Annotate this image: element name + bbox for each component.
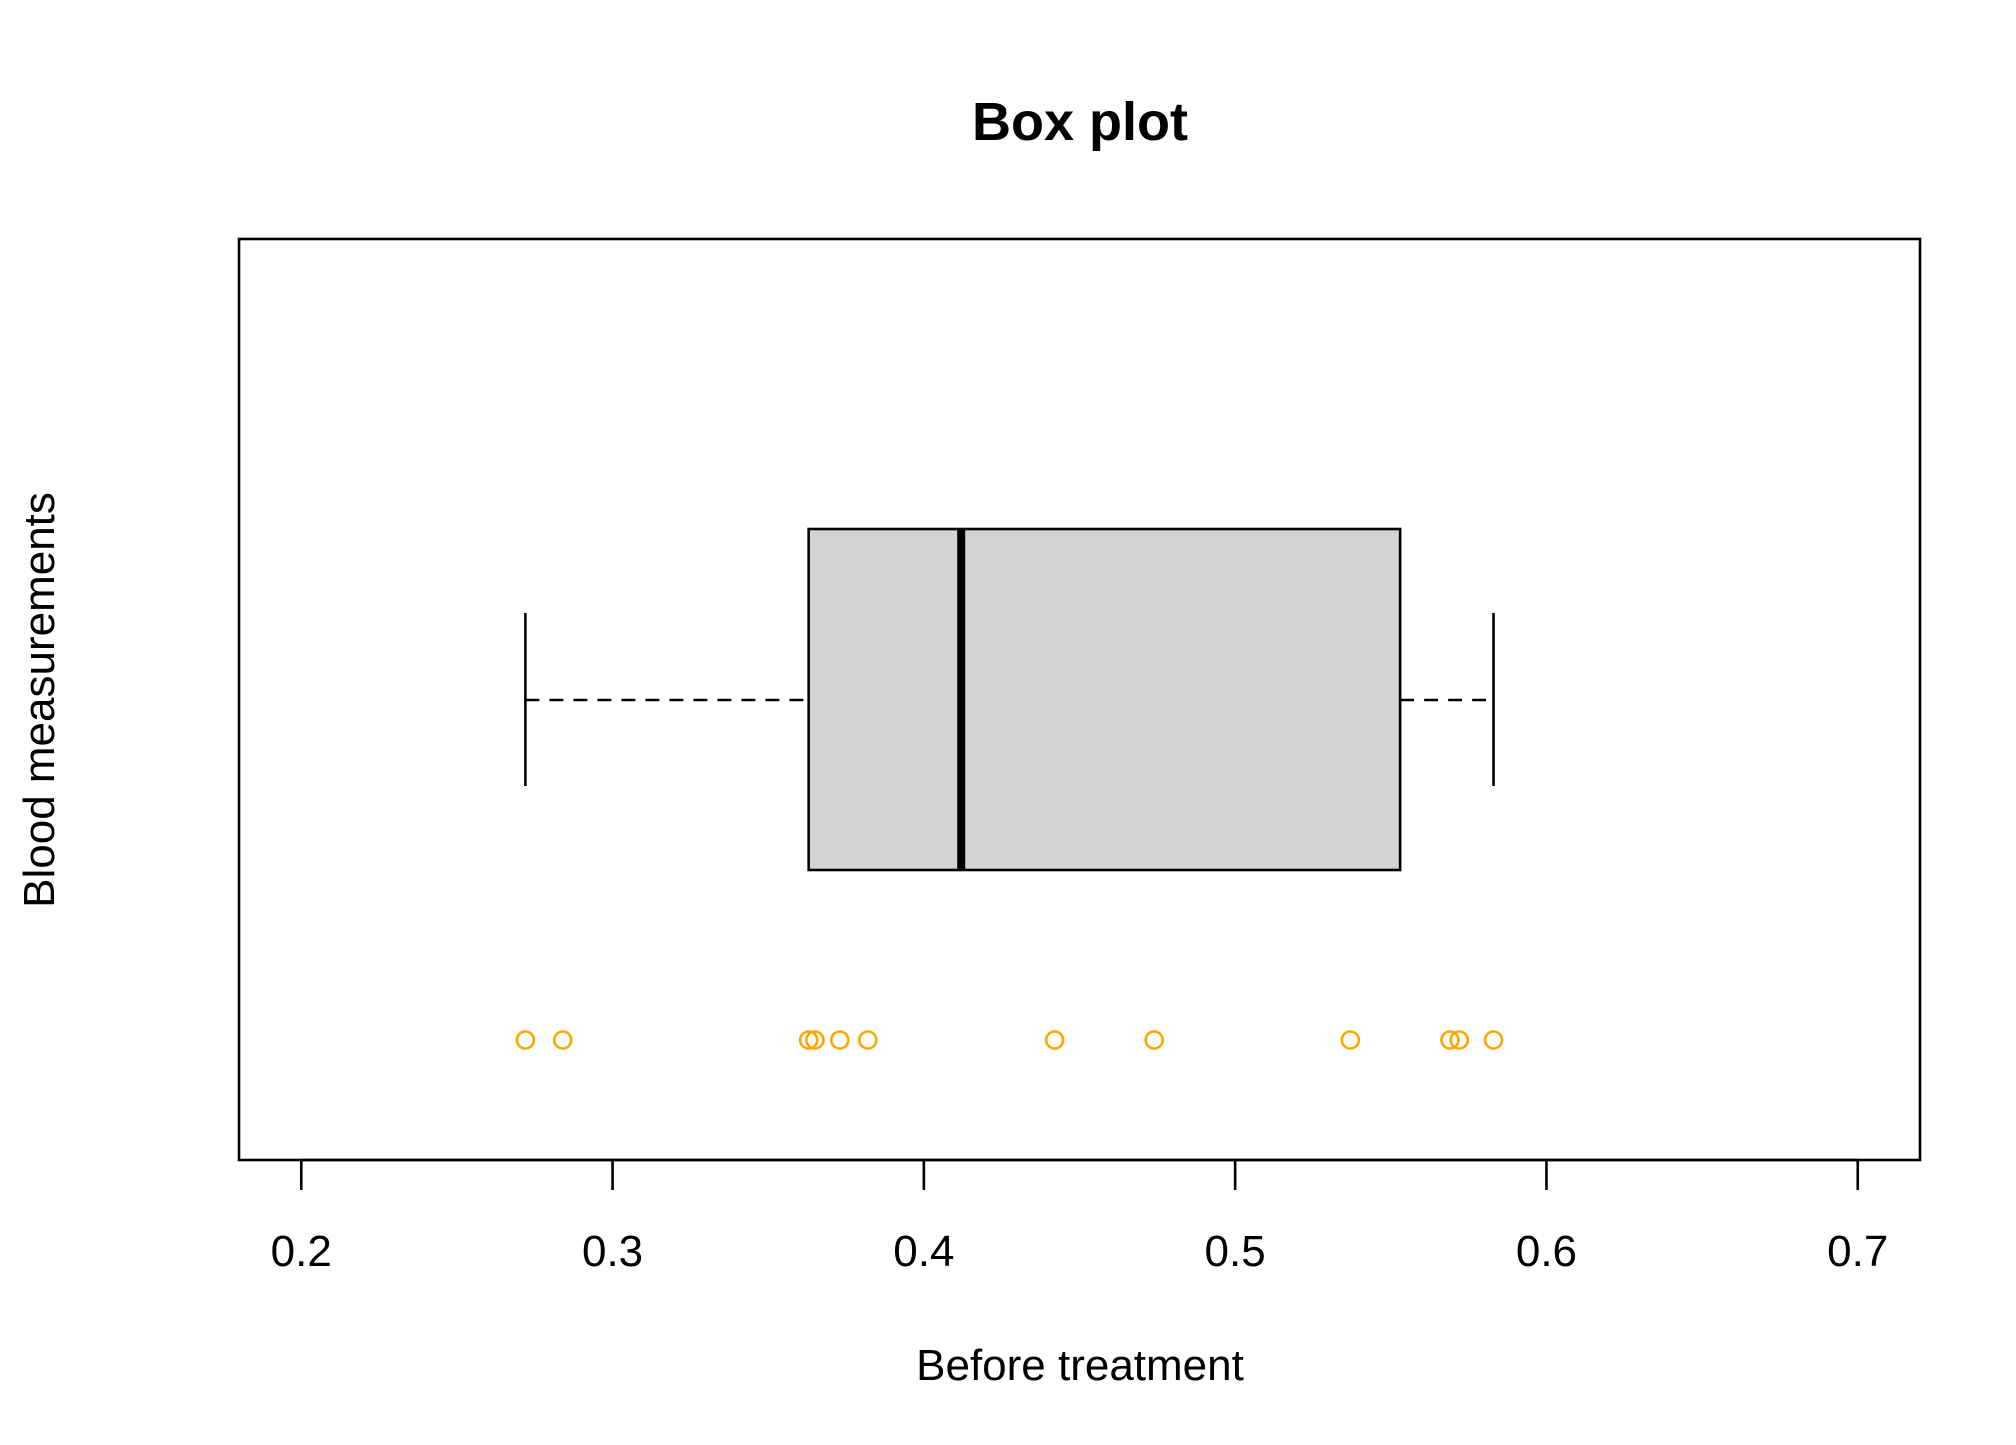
- data-point: [515, 1030, 536, 1050]
- x-tick-label: 0.2: [271, 1227, 332, 1276]
- chart-title: Box plot: [972, 92, 1188, 152]
- data-point: [1340, 1030, 1361, 1050]
- data-point: [1144, 1030, 1165, 1050]
- x-tick-label: 0.6: [1516, 1227, 1577, 1276]
- y-axis-label: Blood measurements: [15, 492, 64, 908]
- data-point: [1044, 1030, 1065, 1050]
- x-tick-label: 0.3: [582, 1227, 643, 1276]
- x-axis-label: Before treatment: [916, 1341, 1244, 1390]
- data-point: [858, 1030, 878, 1050]
- data-point: [552, 1030, 573, 1050]
- data-point: [830, 1030, 850, 1050]
- data-point: [1440, 1030, 1460, 1050]
- x-tick-label: 0.4: [893, 1227, 954, 1276]
- data-point: [805, 1030, 825, 1050]
- data-point: [798, 1030, 819, 1050]
- x-tick-label: 0.7: [1827, 1227, 1888, 1276]
- data-point: [1449, 1030, 1470, 1050]
- data-point: [1483, 1030, 1504, 1050]
- iqr-box: [807, 527, 1402, 872]
- x-tick-label: 0.5: [1205, 1227, 1266, 1276]
- plot-layer: 0.2 0.3 0.4 0.5 0.6 0.7: [237, 237, 1922, 1276]
